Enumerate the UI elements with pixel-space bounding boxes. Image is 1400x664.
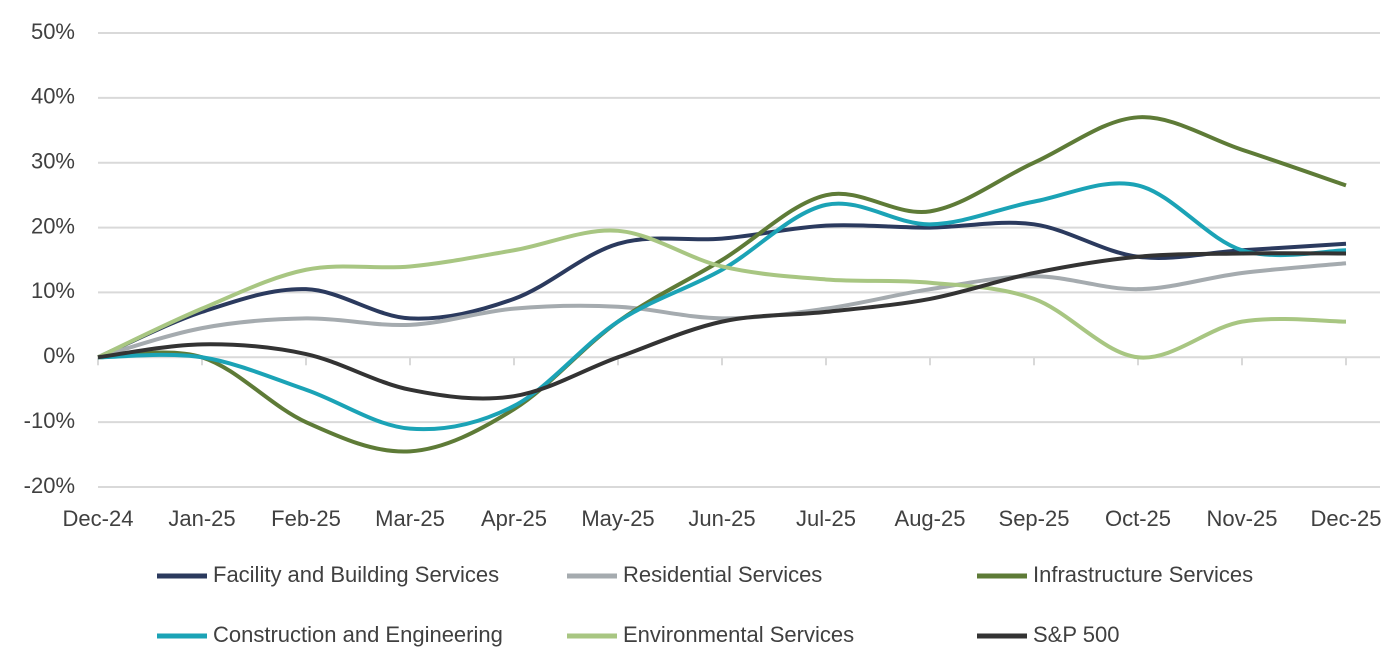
y-tick-label: 10% [31,278,75,303]
series-line [97,115,1347,454]
x-tick-label: Dec-24 [63,506,134,531]
x-tick-label: Apr-25 [481,506,547,531]
y-tick-label: -10% [24,408,75,433]
series-line [97,261,1347,360]
y-tick-label: 0% [43,343,75,368]
legend-label: Construction and Engineering [213,622,503,647]
x-tick-label: Feb-25 [271,506,341,531]
x-tick-label: Jul-25 [796,506,856,531]
y-tick-label: 50% [31,19,75,44]
x-tick-label: Mar-25 [375,506,445,531]
legend-label: Environmental Services [623,622,854,647]
legend-label: Residential Services [623,562,822,587]
x-tick-label: May-25 [581,506,654,531]
x-tick-label: Jun-25 [688,506,755,531]
series-line [97,228,1347,360]
x-tick-label: Nov-25 [1207,506,1278,531]
series-line [97,251,1347,401]
legend-label: S&P 500 [1033,622,1119,647]
series-line [97,181,1347,432]
y-tick-label: 30% [31,149,75,174]
y-tick-label: 40% [31,84,75,109]
x-tick-label: Aug-25 [895,506,966,531]
legend-label: Infrastructure Services [1033,562,1253,587]
x-tick-label: Sep-25 [999,506,1070,531]
x-tick-label: Jan-25 [168,506,235,531]
y-tick-label: -20% [24,473,75,498]
x-tick-label: Oct-25 [1105,506,1171,531]
legend-label: Facility and Building Services [213,562,499,587]
y-tick-label: 20% [31,213,75,238]
series-line [97,220,1347,360]
x-tick-label: Dec-25 [1311,506,1382,531]
